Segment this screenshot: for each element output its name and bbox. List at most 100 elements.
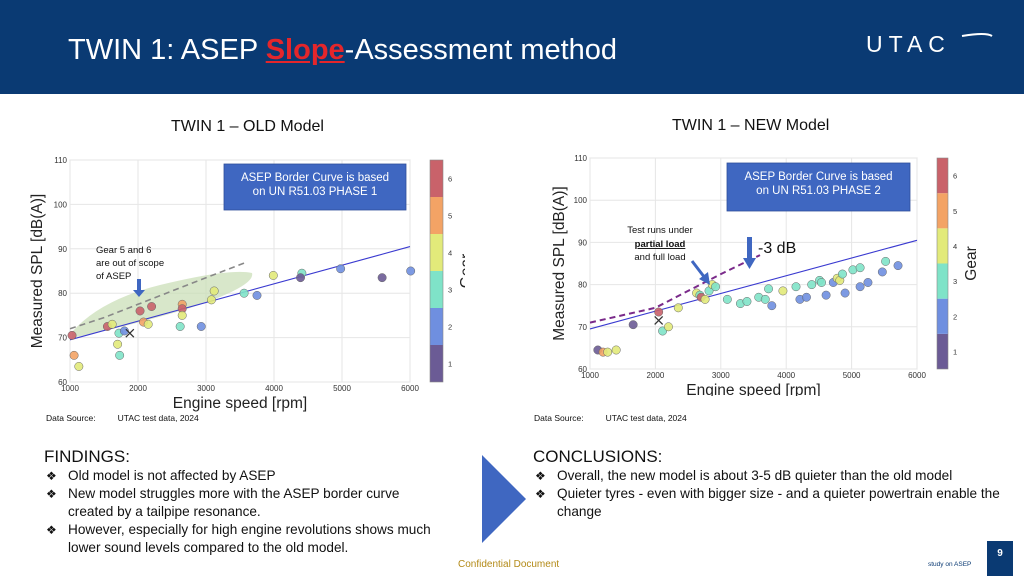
study-label: study on ASEP: [928, 561, 972, 568]
y-axis-label: Measured SPL [dB(A)]: [552, 186, 568, 341]
left-source-value: UTAC test data, 2024: [117, 413, 199, 423]
colorbar-tick-label: 5: [448, 212, 452, 221]
x-tick-label: 4000: [265, 384, 283, 393]
colorbar-tick-label: 6: [448, 175, 452, 184]
page-title: TWIN 1: ASEP Slope-Assessment method: [68, 34, 617, 67]
asep-border-curve: [69, 261, 248, 330]
pointer-arrow-shaft: [690, 260, 707, 279]
y-tick-label: 100: [574, 196, 588, 205]
data-point: [336, 264, 346, 274]
colorbar-tick-label: 4: [953, 242, 957, 251]
y-tick-label: 110: [574, 154, 587, 163]
data-point: [673, 303, 683, 313]
data-point: [377, 273, 387, 283]
data-point: [175, 322, 185, 331]
utac-logo: UTAC: [866, 32, 993, 56]
title-suffix: -Assessment method: [344, 34, 618, 66]
data-point: [115, 350, 125, 360]
data-point: [863, 278, 873, 287]
data-point: [239, 288, 249, 298]
y-tick-label: 60: [578, 365, 587, 374]
colorbar-segment: [937, 158, 948, 194]
colorbar-tick-label: 6: [953, 172, 957, 181]
colorbar-tick-label: 2: [448, 323, 452, 332]
y-axis-label: Measured SPL [dB(A)]: [30, 194, 46, 349]
delta-arrow-shaft: [747, 237, 752, 258]
data-point: [603, 347, 613, 357]
data-point: [268, 270, 278, 280]
conclusions-heading: CONCLUSIONS:: [533, 447, 663, 466]
findings-list: ❖ Old model is not affected by ASEP ❖ New …: [46, 467, 446, 557]
data-point: [177, 310, 187, 320]
right-source-label: Data Source:: [534, 413, 584, 423]
arrow-icon: [482, 455, 526, 543]
bullet-icon: ❖: [535, 487, 546, 501]
colorbar-segment: [937, 298, 948, 334]
data-point: [628, 320, 638, 330]
colorbar-segment: [430, 234, 443, 271]
x-tick-label: 6000: [908, 371, 926, 380]
data-point: [760, 294, 770, 304]
colorbar-segment: [937, 228, 948, 264]
annotation-text: on UN R51.03 PHASE 1: [253, 186, 378, 198]
data-point: [406, 266, 416, 276]
confidential-label: Confidential Document: [458, 559, 560, 570]
title-highlight: Slope: [265, 34, 345, 66]
x-axis-label: Engine speed [rpm]: [686, 382, 820, 396]
data-point: [69, 350, 79, 360]
load-note: Test runs under: [627, 225, 692, 236]
left-source-label: Data Source:: [46, 413, 96, 423]
colorbar-tick-label: 4: [448, 249, 452, 258]
data-point: [196, 322, 206, 331]
colorbar-tick-label: 1: [448, 360, 452, 369]
left-data-source: Data Source: UTAC test data, 2024: [46, 413, 221, 423]
header-bar: TWIN 1: ASEP Slope-Assessment method UTA…: [0, 0, 1024, 94]
data-point: [135, 306, 145, 316]
data-point: [855, 282, 865, 292]
scope-note: Gear 5 and 6: [96, 245, 151, 256]
conclusions-list: ❖ Overall, the new model is about 3-5 dB …: [535, 467, 1005, 521]
right-panel-title: TWIN 1 – NEW Model: [672, 117, 830, 134]
findings-item: ❖ Old model is not affected by ASEP: [46, 468, 276, 483]
annotation-text: ASEP Border Curve is based: [744, 171, 892, 183]
annotation-text: on UN R51.03 PHASE 2: [756, 185, 881, 197]
data-point: [611, 345, 621, 355]
data-point: [764, 284, 773, 294]
load-note-emphasis: partial load: [635, 239, 686, 250]
data-point: [802, 292, 811, 302]
colorbar-segment: [937, 193, 948, 229]
colorbar-label: Gear: [458, 254, 465, 288]
colorbar-tick-label: 3: [953, 277, 957, 286]
data-point: [778, 286, 788, 296]
colorbar-tick-label: 3: [448, 286, 452, 295]
x-tick-label: 3000: [197, 384, 215, 393]
right-source-value: UTAC test data, 2024: [605, 413, 687, 423]
data-point: [113, 339, 123, 349]
colorbar-tick-label: 5: [953, 207, 957, 216]
data-point: [119, 326, 129, 336]
scope-note: are out of scope: [96, 258, 164, 269]
data-point: [855, 263, 865, 273]
data-point: [711, 282, 721, 292]
data-point: [722, 294, 732, 304]
colorbar-label: Gear: [963, 246, 980, 280]
colorbar-tick-label: 2: [953, 312, 957, 321]
y-tick-label: 90: [578, 238, 587, 247]
title-prefix: TWIN 1: ASEP: [68, 34, 266, 66]
data-point: [821, 290, 831, 300]
delta-label: -3 dB: [758, 240, 796, 257]
x-tick-label: 5000: [843, 371, 861, 380]
asep-border-curve: [589, 254, 761, 324]
down-arrow-icon: [133, 279, 145, 297]
annotation-box: [223, 163, 407, 211]
y-tick-label: 90: [58, 245, 67, 254]
scope-region: [72, 271, 253, 338]
colorbar-segment: [937, 263, 948, 299]
findings-heading: FINDINGS:: [44, 447, 130, 466]
data-point: [664, 322, 673, 332]
colorbar-frame: [429, 159, 444, 383]
data-point: [67, 330, 77, 340]
pointer-arrow-icon: [699, 272, 710, 285]
data-point: [877, 267, 887, 277]
data-point: [700, 294, 710, 304]
